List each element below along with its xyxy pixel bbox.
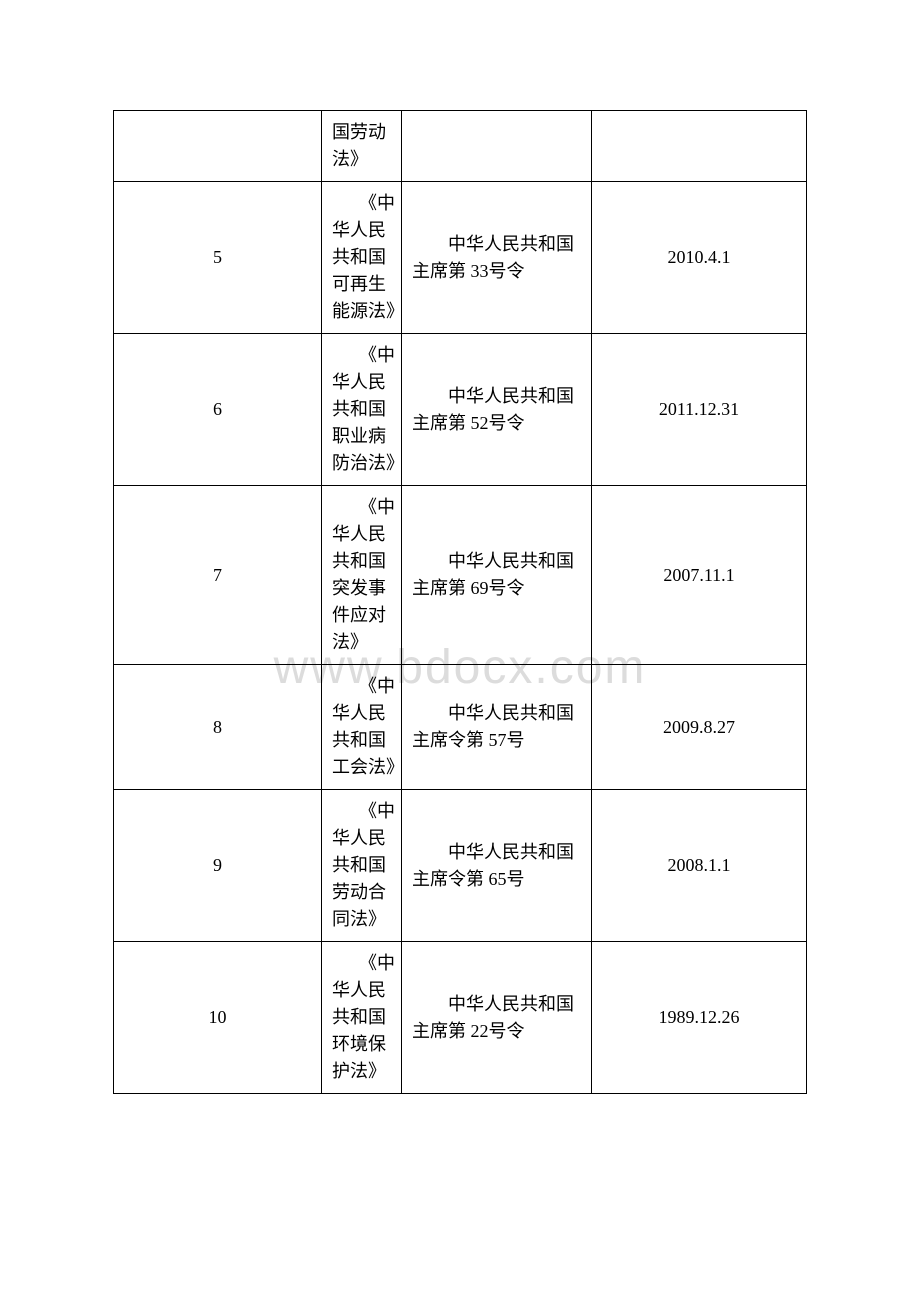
cell-issuer: 中华人民共和国主席第 33号令 [402, 182, 592, 334]
cell-issuer: 中华人民共和国主席第 52号令 [402, 334, 592, 486]
table-body: 国劳动法》 5 《中华人民共和国可再生能源法》 中华人民共和国主席第 33号令 … [114, 111, 807, 1094]
cell-issuer: 中华人民共和国主席令第 57号 [402, 665, 592, 790]
cell-num: 6 [114, 334, 322, 486]
cell-date: 1989.12.26 [592, 942, 807, 1094]
cell-num: 7 [114, 486, 322, 665]
cell-num [114, 111, 322, 182]
cell-date [592, 111, 807, 182]
cell-title: 国劳动法》 [322, 111, 402, 182]
cell-issuer: 中华人民共和国主席第 69号令 [402, 486, 592, 665]
cell-num: 10 [114, 942, 322, 1094]
cell-date: 2007.11.1 [592, 486, 807, 665]
cell-date: 2009.8.27 [592, 665, 807, 790]
cell-issuer: 中华人民共和国主席令第 65号 [402, 790, 592, 942]
table-row: 5 《中华人民共和国可再生能源法》 中华人民共和国主席第 33号令 2010.4… [114, 182, 807, 334]
cell-title: 《中华人民共和国职业病防治法》 [322, 334, 402, 486]
cell-title: 《中华人民共和国劳动合同法》 [322, 790, 402, 942]
cell-date: 2010.4.1 [592, 182, 807, 334]
table-row: 7 《中华人民共和国突发事件应对法》 中华人民共和国主席第 69号令 2007.… [114, 486, 807, 665]
table-row: 10 《中华人民共和国环境保护法》 中华人民共和国主席第 22号令 1989.1… [114, 942, 807, 1094]
laws-table: 国劳动法》 5 《中华人民共和国可再生能源法》 中华人民共和国主席第 33号令 … [113, 110, 807, 1094]
cell-title: 《中华人民共和国环境保护法》 [322, 942, 402, 1094]
table-row: 6 《中华人民共和国职业病防治法》 中华人民共和国主席第 52号令 2011.1… [114, 334, 807, 486]
cell-num: 8 [114, 665, 322, 790]
cell-title: 《中华人民共和国工会法》 [322, 665, 402, 790]
cell-num: 5 [114, 182, 322, 334]
cell-title: 《中华人民共和国可再生能源法》 [322, 182, 402, 334]
table-row: 国劳动法》 [114, 111, 807, 182]
cell-date: 2011.12.31 [592, 334, 807, 486]
cell-issuer [402, 111, 592, 182]
cell-date: 2008.1.1 [592, 790, 807, 942]
table-container: 国劳动法》 5 《中华人民共和国可再生能源法》 中华人民共和国主席第 33号令 … [113, 110, 807, 1094]
cell-issuer: 中华人民共和国主席第 22号令 [402, 942, 592, 1094]
table-row: 9 《中华人民共和国劳动合同法》 中华人民共和国主席令第 65号 2008.1.… [114, 790, 807, 942]
cell-title: 《中华人民共和国突发事件应对法》 [322, 486, 402, 665]
table-row: 8 《中华人民共和国工会法》 中华人民共和国主席令第 57号 2009.8.27 [114, 665, 807, 790]
cell-num: 9 [114, 790, 322, 942]
